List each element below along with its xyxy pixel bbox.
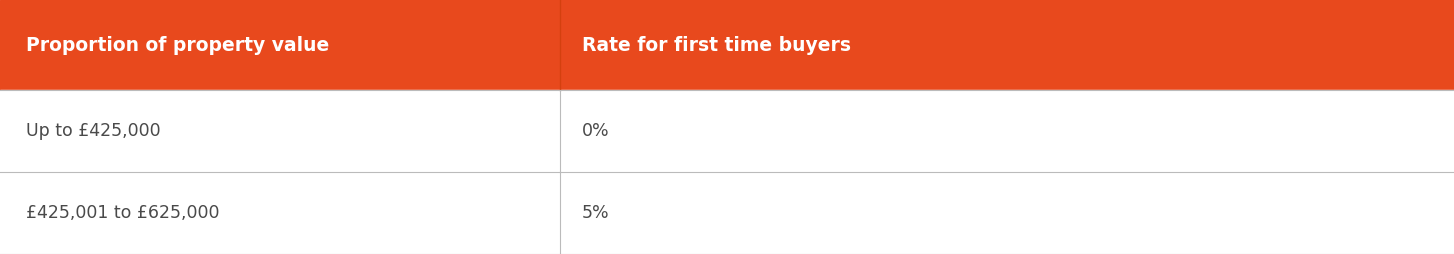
Text: 0%: 0% bbox=[582, 122, 609, 140]
Bar bbox=[0, 90, 1454, 172]
Text: 5%: 5% bbox=[582, 204, 609, 222]
Text: £425,001 to £625,000: £425,001 to £625,000 bbox=[26, 204, 220, 222]
Bar bbox=[0, 172, 1454, 254]
Text: Up to £425,000: Up to £425,000 bbox=[26, 122, 161, 140]
Bar bbox=[0, 0, 1454, 90]
Text: Rate for first time buyers: Rate for first time buyers bbox=[582, 36, 851, 55]
Text: Proportion of property value: Proportion of property value bbox=[26, 36, 330, 55]
